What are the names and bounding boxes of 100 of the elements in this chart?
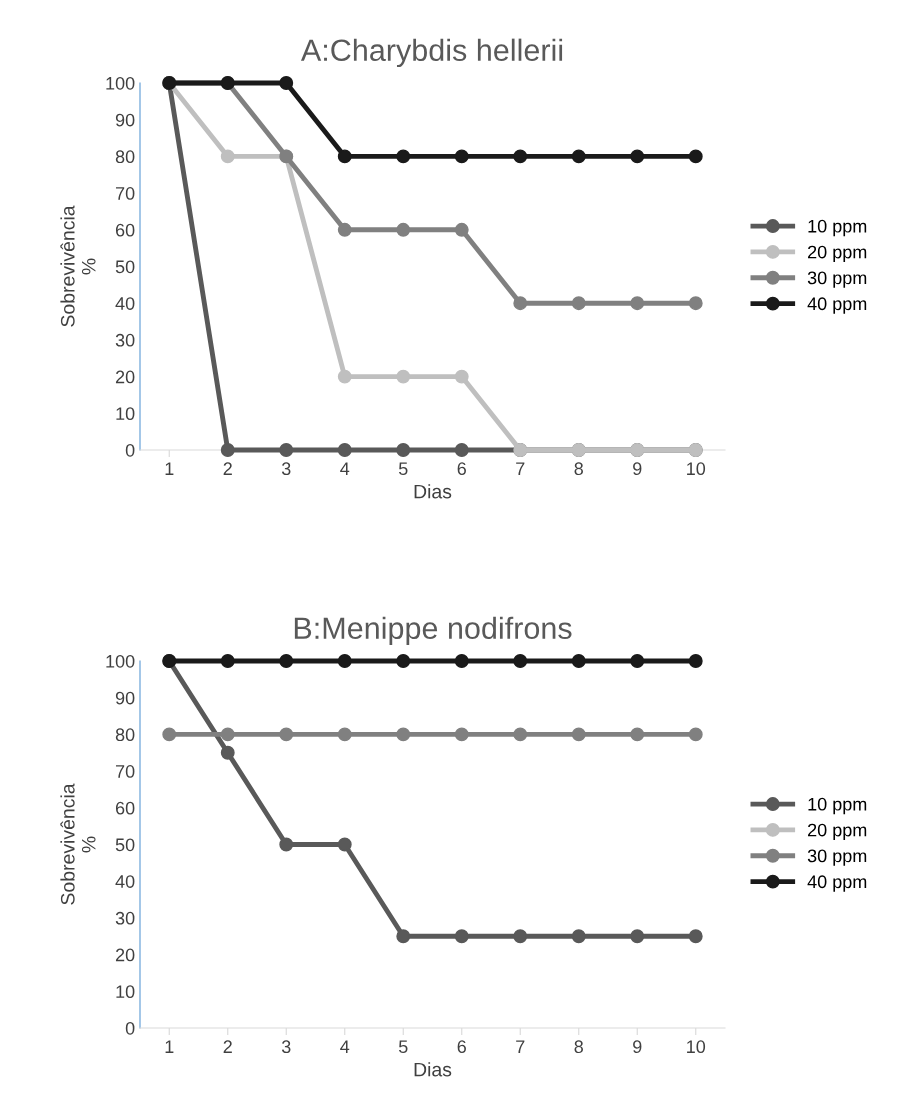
x-tick-label: 9 [633, 1040, 642, 1054]
x-tick-label: 8 [574, 462, 583, 476]
point [162, 727, 177, 742]
y-tick-label: 70 [115, 187, 135, 200]
point [630, 727, 645, 742]
point [513, 654, 528, 668]
point [688, 296, 703, 311]
x-tick-label: 1 [165, 462, 174, 475]
point [688, 929, 703, 944]
chart-title: A:Charybdis hellerii [300, 38, 563, 68]
point [337, 149, 352, 164]
point [454, 369, 469, 384]
point [630, 654, 645, 668]
y-tick-label: 90 [115, 691, 135, 705]
y-tick-label: 10 [116, 985, 135, 999]
y-tick-label: 80 [115, 150, 135, 164]
y-tick-label: 40 [115, 875, 135, 888]
y-tick-label: 30 [115, 333, 135, 347]
legend-label: 10 ppm [808, 797, 867, 815]
point [220, 443, 235, 457]
chart-title: B:Menippe nodifrons [294, 616, 572, 646]
point [571, 929, 586, 944]
x-tick-label: 9 [633, 462, 642, 476]
y-tick-label: 20 [115, 370, 135, 384]
point [396, 727, 411, 742]
x-tick-label: 2 [223, 462, 232, 475]
x-tick-label: 5 [398, 1040, 408, 1054]
point [454, 654, 469, 668]
x-axis-title: Dias [414, 1062, 452, 1077]
point [513, 727, 528, 742]
y-tick-label: 40 [115, 297, 135, 310]
x-tick-label: 7 [516, 462, 525, 475]
point [220, 745, 235, 760]
y-tick-label: 10 [116, 407, 135, 421]
legend-label: 40 ppm [807, 875, 867, 892]
point [571, 149, 586, 164]
point [513, 149, 528, 164]
y-tick-label: 0 [125, 443, 135, 457]
legend-label: 30 ppm [807, 849, 867, 866]
point [630, 929, 645, 944]
y-tick-label: 50 [115, 260, 135, 274]
point [396, 929, 411, 944]
point [279, 654, 294, 668]
point [688, 149, 703, 164]
y-tick-label: 50 [115, 838, 135, 852]
y-tick-label: 100 [106, 654, 135, 668]
point [688, 727, 703, 742]
point [396, 443, 411, 457]
point [337, 654, 352, 668]
x-tick-label: 8 [574, 1040, 583, 1054]
point [337, 727, 352, 742]
x-axis-title: Dias [414, 484, 452, 499]
point [630, 149, 645, 164]
x-tick-label: 5 [398, 462, 408, 476]
x-tick-label: 2 [223, 1040, 232, 1053]
point [454, 443, 469, 457]
point [337, 369, 352, 384]
point [279, 443, 294, 457]
point [571, 296, 586, 311]
point [630, 296, 645, 311]
x-tick-label: 4 [340, 462, 350, 475]
point [396, 149, 411, 164]
point [279, 837, 294, 852]
x-tick-label: 1 [165, 1040, 174, 1053]
point [279, 727, 294, 742]
x-tick-label: 7 [516, 1040, 525, 1053]
point [454, 727, 469, 742]
point [220, 654, 235, 668]
x-tick-label: 6 [457, 462, 466, 476]
y-tick-label: 60 [115, 223, 135, 237]
point [454, 149, 469, 164]
x-tick-label: 10 [687, 462, 706, 476]
point [220, 149, 235, 164]
y-tick-label: 80 [115, 728, 135, 742]
x-tick-label: 10 [687, 1040, 706, 1054]
x-tick-label: 3 [281, 1040, 291, 1054]
y-tick-label: 100 [106, 76, 135, 90]
y-tick-label: 20 [115, 948, 135, 962]
point [279, 76, 294, 90]
point [396, 369, 411, 384]
point [396, 222, 411, 237]
legend-label: 40 ppm [807, 297, 867, 314]
point [688, 654, 703, 668]
legend-label: 20 ppm [808, 823, 867, 840]
point [337, 443, 352, 457]
y-tick-label: 0 [125, 1021, 135, 1035]
point [571, 727, 586, 742]
point [337, 837, 352, 852]
point [513, 296, 528, 311]
y-axis-title: Sobrevivência % [60, 205, 96, 327]
legend-label: 30 ppm [807, 271, 867, 288]
y-tick-label: 90 [115, 113, 135, 127]
y-axis-title: Sobrevivência % [60, 783, 96, 905]
point [337, 222, 352, 237]
x-tick-label: 3 [281, 462, 291, 476]
y-tick-label: 70 [115, 765, 135, 778]
legend-label: 10 ppm [808, 219, 867, 237]
point [454, 929, 469, 944]
point [220, 727, 235, 742]
y-tick-label: 30 [115, 911, 135, 925]
